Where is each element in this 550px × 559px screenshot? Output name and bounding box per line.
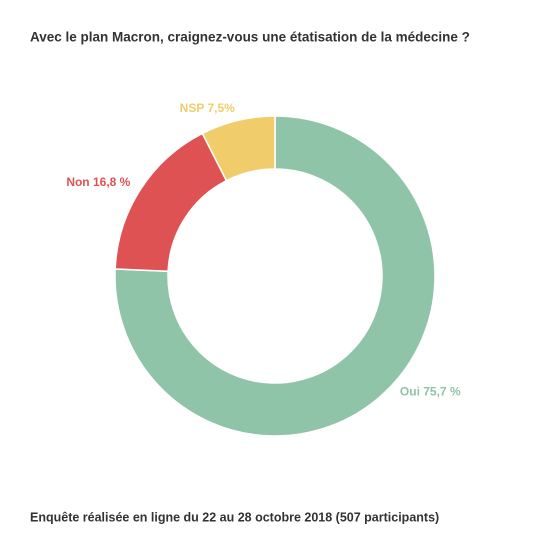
donut-slice [114, 132, 228, 273]
label-category: Non [66, 175, 89, 189]
label-category: Oui [400, 384, 420, 398]
data-label: NSP 7,5% [180, 101, 235, 115]
chart-title: Avec le plan Macron, craignez-vous une é… [30, 30, 470, 45]
label-value: 7,5% [207, 101, 235, 115]
chart-footnote: Enquête réalisée en ligne du 22 au 28 oc… [30, 510, 439, 524]
donut-slice [201, 115, 276, 182]
label-value: 16,8 % [93, 175, 131, 189]
label-category: NSP [180, 101, 205, 115]
donut-slice [114, 115, 436, 437]
label-value: 75,7 % [423, 384, 461, 398]
data-label: Oui 75,7 % [400, 384, 461, 398]
data-label: Non 16,8 % [66, 175, 130, 189]
